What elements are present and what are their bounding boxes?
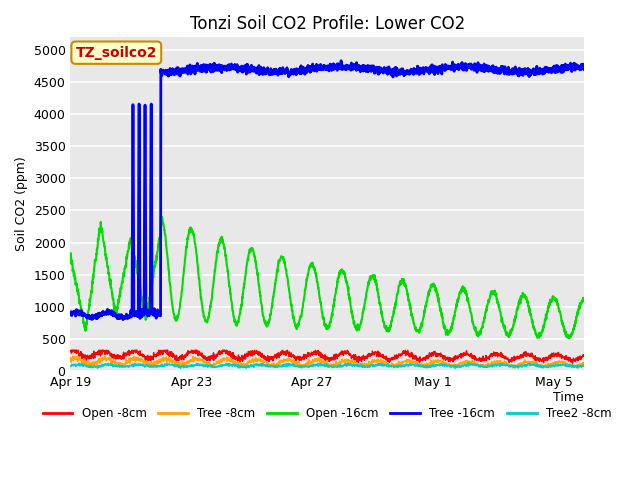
Legend: Open -8cm, Tree -8cm, Open -16cm, Tree -16cm, Tree2 -8cm: Open -8cm, Tree -8cm, Open -16cm, Tree -… xyxy=(38,402,616,425)
Text: TZ_soilco2: TZ_soilco2 xyxy=(76,46,157,60)
X-axis label: Time: Time xyxy=(553,391,584,405)
Title: Tonzi Soil CO2 Profile: Lower CO2: Tonzi Soil CO2 Profile: Lower CO2 xyxy=(189,15,465,33)
Y-axis label: Soil CO2 (ppm): Soil CO2 (ppm) xyxy=(15,156,28,252)
